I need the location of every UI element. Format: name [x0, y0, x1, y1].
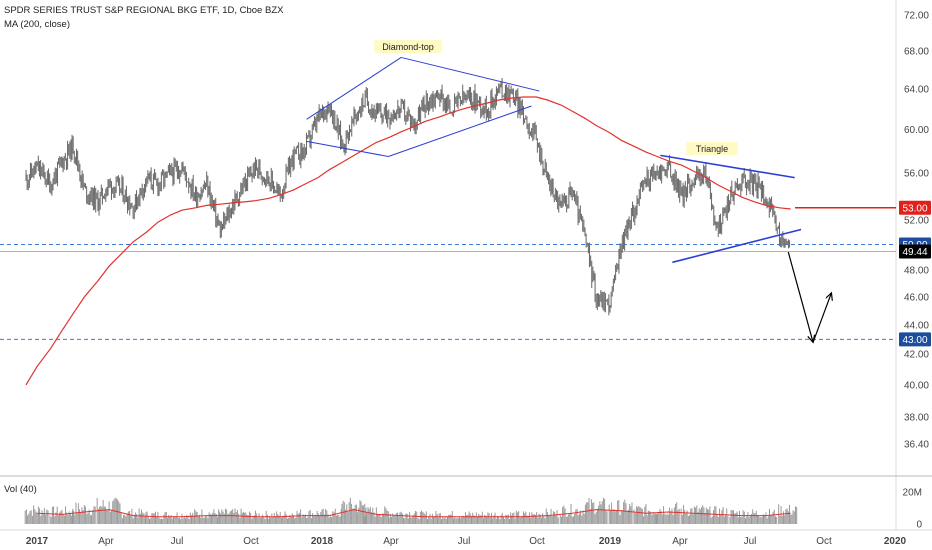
level-badge-label: 49.44: [902, 247, 927, 258]
level-badge: [899, 244, 931, 259]
time-tick-label: 2020: [884, 536, 907, 547]
ma-200-line: [25, 96, 791, 386]
price-tick-label: 48.00: [904, 266, 929, 277]
horizontal-levels: [0, 207, 896, 340]
time-tick-label: Apr: [98, 536, 114, 547]
price-tick-label: 44.00: [904, 320, 929, 331]
projection-up-arrow: [812, 293, 831, 343]
triangle-label: Triangle: [696, 144, 728, 154]
diamond-lower-left-line: [306, 140, 389, 157]
time-tick-label: 2019: [599, 536, 622, 547]
price-candles: [25, 78, 791, 316]
price-tick-label: 36.40: [904, 440, 929, 451]
projection-arrow: [787, 251, 831, 343]
time-tick-label: Oct: [529, 536, 545, 547]
chart-title: SPDR SERIES TRUST S&P REGIONAL BKG ETF, …: [4, 5, 284, 16]
triangle-label-bg: [686, 142, 738, 155]
time-tick-label: 2017: [26, 536, 49, 547]
triangle-lower-line: [672, 228, 802, 264]
level-badge: [899, 332, 931, 347]
price-tick-label: 68.00: [904, 46, 929, 57]
volume-tick-label: 0: [916, 520, 922, 531]
pattern-trendlines: [306, 56, 802, 264]
ma-legend: MA (200, close): [4, 19, 70, 30]
price-tick-label: 56.00: [904, 169, 929, 180]
time-tick-label: Oct: [243, 536, 259, 547]
diamond-upper-left-line: [306, 57, 402, 120]
volume-axis: 20M 0: [903, 488, 923, 531]
price-tick-label: 64.00: [904, 85, 929, 96]
time-tick-label: Jul: [458, 536, 471, 547]
time-tick-label: Oct: [816, 536, 832, 547]
time-tick-label: 2018: [311, 536, 334, 547]
pattern-annotations: Diamond-top Triangle: [374, 40, 738, 155]
price-tick-label: 60.00: [904, 125, 929, 136]
price-tick-label: 72.00: [904, 10, 929, 21]
time-tick-label: Apr: [672, 536, 688, 547]
volume-tick-label: 20M: [903, 488, 922, 499]
volume-bars: [24, 497, 798, 524]
diamond-lower-right-line: [388, 105, 532, 157]
diamond-top-label-bg: [374, 40, 442, 53]
price-tick-label: 52.00: [904, 215, 929, 226]
price-tick-label: 42.00: [904, 350, 929, 361]
moving-average: [25, 96, 791, 386]
price-tick-label: 46.00: [904, 292, 929, 303]
diamond-top-label: Diamond-top: [382, 42, 434, 52]
time-axis: 2017 Apr Jul Oct 2018 Apr Jul Oct 2019 Apr Jul Oct 2…: [26, 536, 907, 547]
level-badge: [899, 200, 931, 215]
level-badge-label: 43.00: [902, 335, 927, 346]
price-tick-label: 40.00: [904, 380, 929, 391]
volume-ma-line: [37, 509, 791, 518]
level-badge-label: 53.00: [902, 203, 927, 214]
price-tick-label: 38.00: [904, 413, 929, 424]
volume-legend: Vol (40): [4, 484, 37, 495]
price-axis: 72.00 68.00 64.00 60.00 56.00 52.00 48.00 46.00…: [904, 10, 929, 450]
time-tick-label: Apr: [383, 536, 399, 547]
time-tick-label: Jul: [171, 536, 184, 547]
time-tick-label: Jul: [744, 536, 757, 547]
projection-down-arrow: [787, 251, 813, 342]
triangle-upper-line: [660, 154, 795, 179]
diamond-upper-right-line: [401, 56, 540, 92]
